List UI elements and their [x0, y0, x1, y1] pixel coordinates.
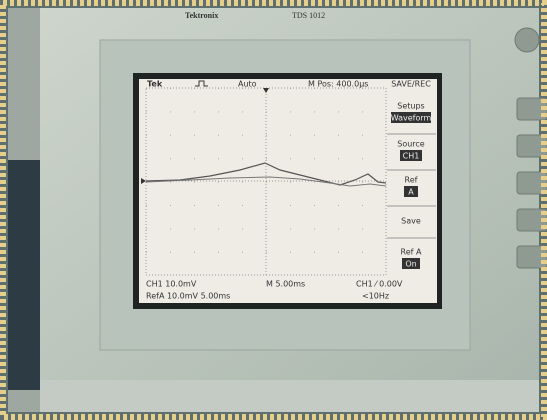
knob[interactable]	[515, 28, 539, 52]
frequency: <10Hz	[362, 292, 389, 301]
menu-label: Ref	[405, 176, 418, 185]
photo: Tektronix TDS 1012 Tek Auto M Pos: 400.0…	[0, 0, 547, 420]
trigger-state: Auto	[238, 80, 257, 89]
menu-label: Source	[397, 140, 425, 149]
menu-value[interactable]: Waveform	[391, 114, 432, 123]
reference-scale: RefA 10.0mV 5.00ms	[146, 292, 230, 301]
menu-value[interactable]: On	[405, 260, 416, 269]
menu-value[interactable]: A	[408, 188, 414, 197]
logo: Tek	[147, 80, 163, 89]
oscilloscope-base	[40, 380, 539, 412]
brand: Tektronix	[185, 11, 218, 20]
menu-label: Setups	[397, 102, 424, 111]
timebase: M 5.00ms	[266, 280, 305, 289]
menu-label: Ref A	[401, 248, 422, 257]
model: TDS 1012	[292, 11, 325, 20]
position: M Pos: 400.0μs	[308, 80, 368, 89]
menu-label[interactable]: Save	[401, 217, 421, 226]
button[interactable]	[517, 135, 547, 157]
channel-scale: CH1 10.0mV	[146, 280, 197, 289]
menu-value[interactable]: CH1	[403, 152, 420, 161]
menu-title: SAVE/REC	[391, 80, 431, 89]
trigger-level: CH1 ⁄ 0.00V	[356, 280, 403, 289]
